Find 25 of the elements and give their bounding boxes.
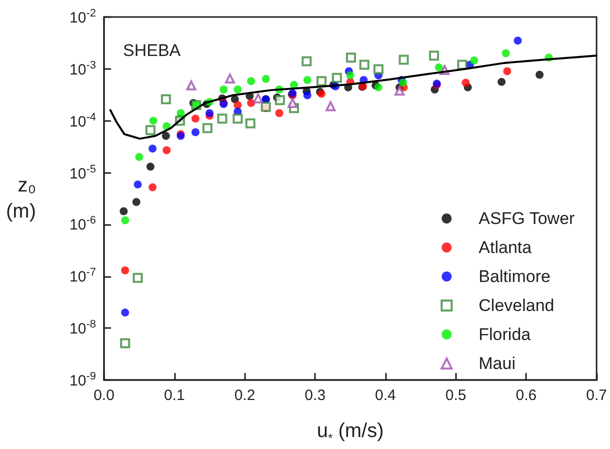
y-tick-label: 10$^{-8}$ — [70, 318, 96, 338]
y-tick-label: 10$^{-4}$ — [70, 111, 96, 130]
y-axis-title: z₀ (m) — [6, 174, 36, 222]
y-tick-label: 10$^{-6}$ — [70, 214, 96, 234]
legend-label: Baltimore — [478, 267, 550, 286]
x-tick-label: 0.7 — [586, 387, 608, 404]
legend-label: Florida — [478, 325, 532, 344]
x-tick-label: 0.0 — [94, 387, 114, 404]
y-tick-label: 10$^{-5}$ — [70, 163, 96, 182]
x-tick-label: 0.4 — [375, 387, 396, 404]
x-tick-label: 0.6 — [516, 387, 537, 404]
x-tick-label: 0.1 — [164, 387, 185, 404]
y-tick-label: 10$^{-9}$ — [70, 370, 96, 390]
x-tick-label: 0.5 — [445, 387, 466, 404]
legend-label: Cleveland — [478, 296, 554, 315]
legend-label: Maui — [478, 354, 516, 373]
y-tick-label: 10$^{-7}$ — [70, 266, 96, 286]
y-tick-label: 10$^{-2}$ — [70, 8, 96, 26]
legend-label: Atlanta — [478, 238, 532, 257]
x-tick-label: 0.3 — [304, 387, 326, 404]
y-tick-label: 10$^{-3}$ — [70, 59, 96, 78]
legend-label: ASFG Tower — [478, 209, 576, 228]
x-axis-title: u* (m/s) — [316, 420, 384, 445]
x-tick-label: 0.2 — [234, 387, 256, 404]
annotation: SHEBA — [123, 41, 182, 60]
